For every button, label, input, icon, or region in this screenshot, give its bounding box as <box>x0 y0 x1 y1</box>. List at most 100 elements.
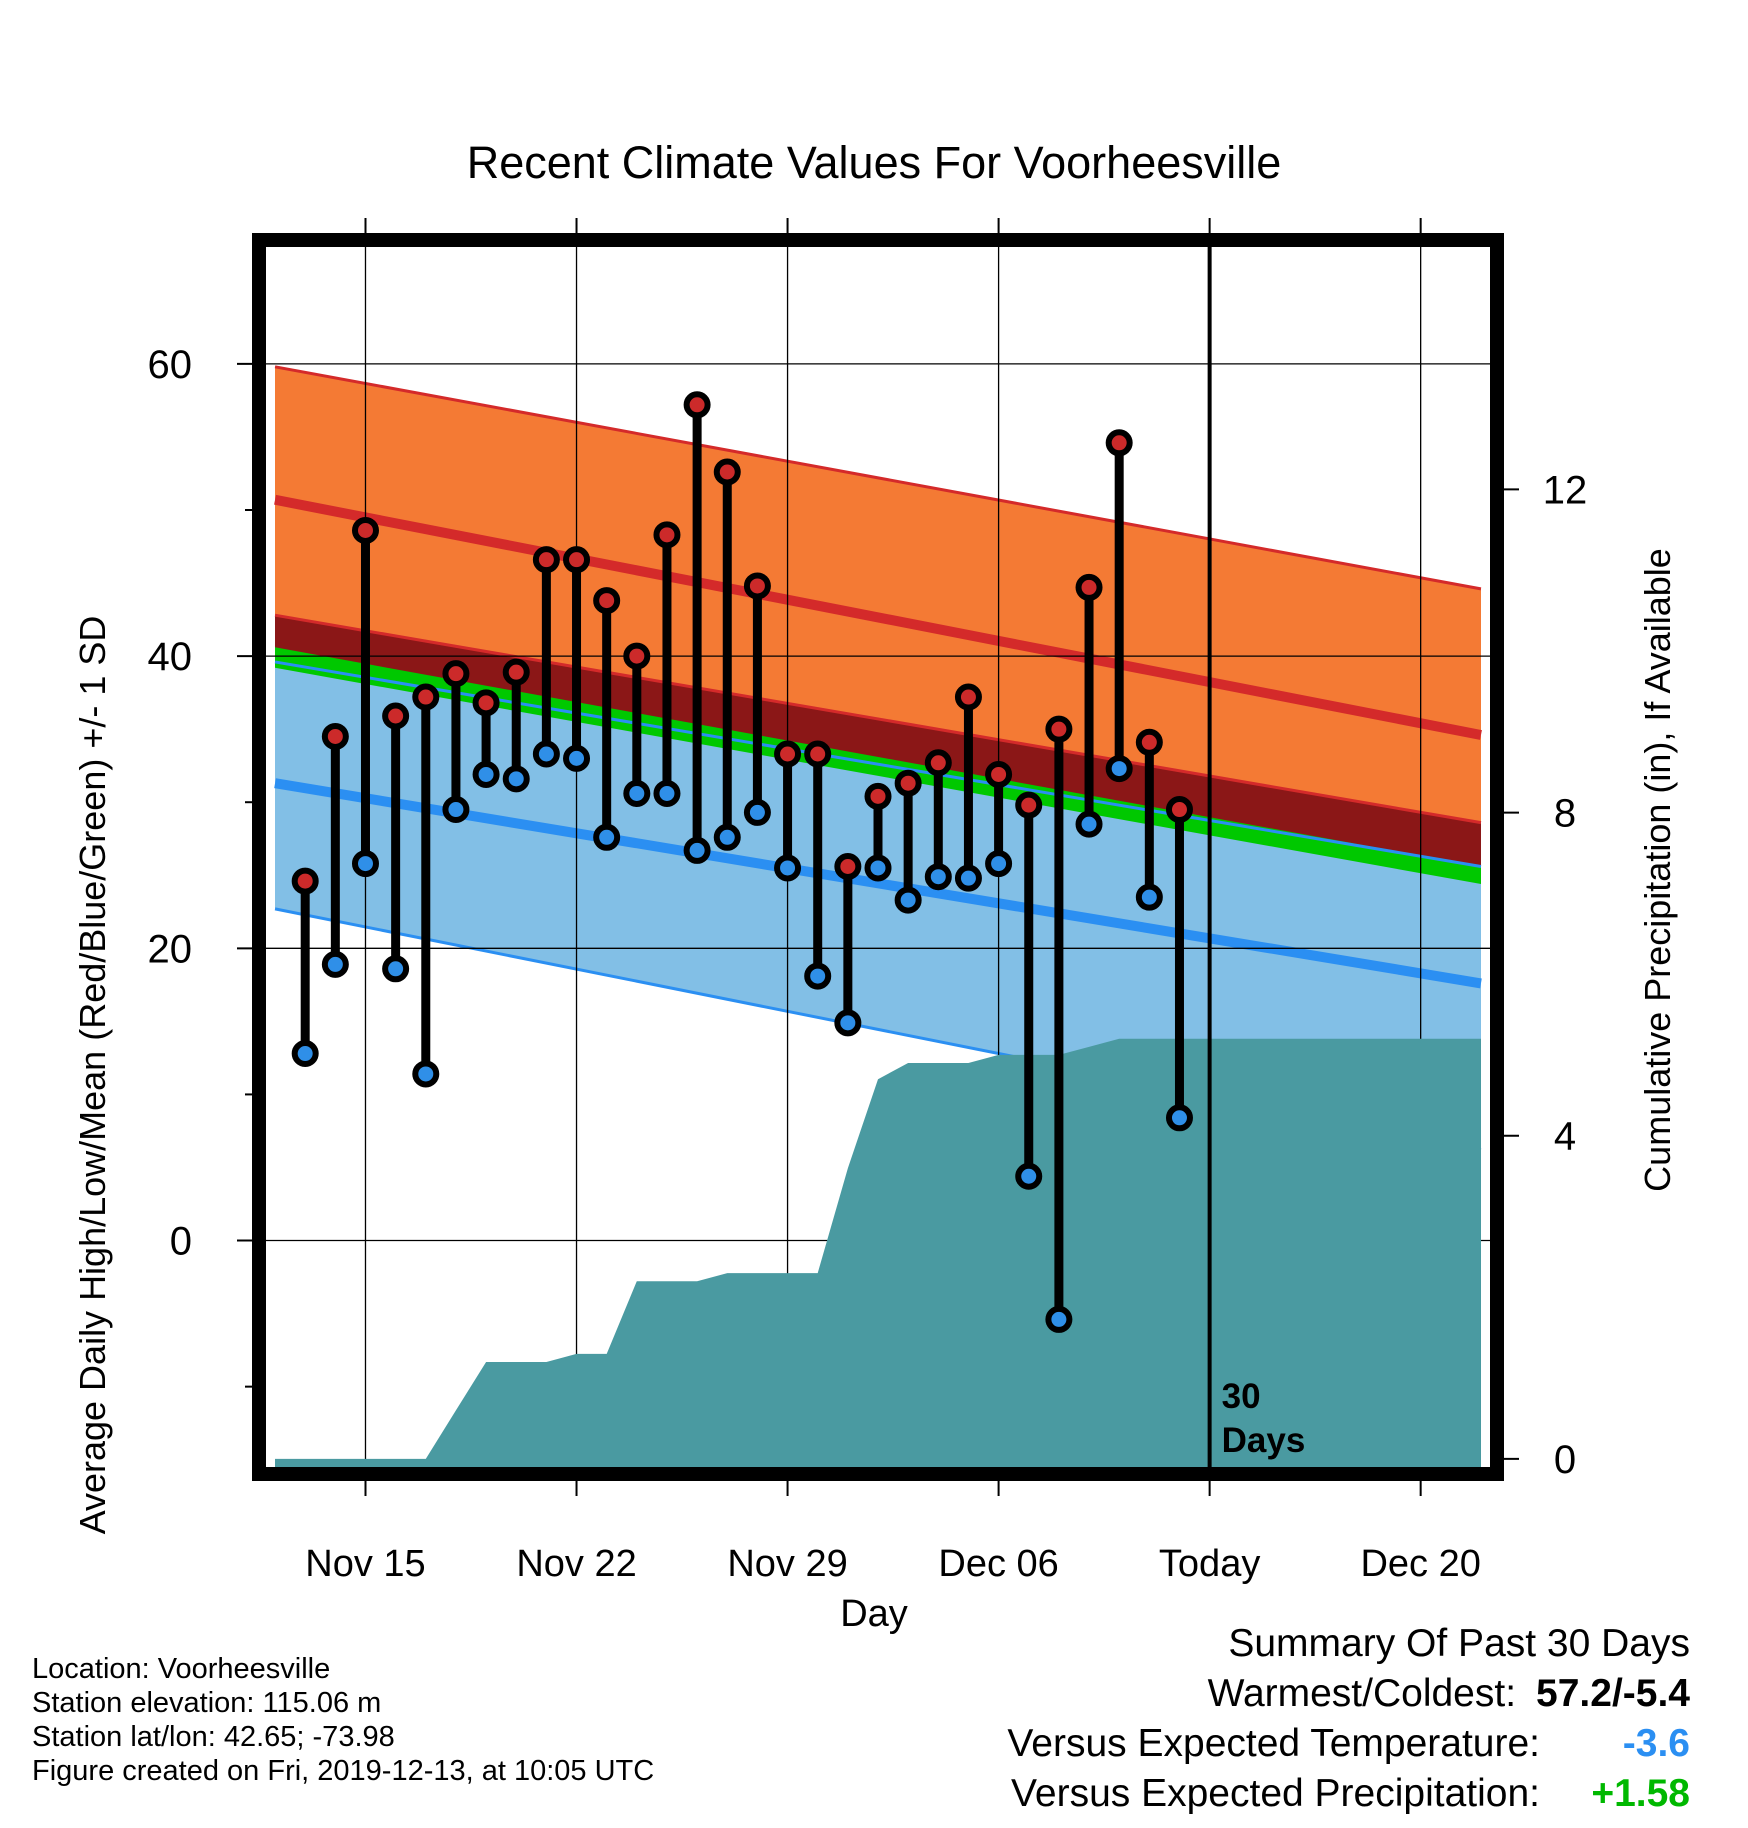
observed-temperatures <box>291 391 1193 1333</box>
y-tick-label: 0 <box>170 1220 192 1264</box>
observed-high-point <box>894 769 922 797</box>
summary-precip-label: Versus Expected Precipitation: <box>1011 1772 1540 1815</box>
observed-high-point <box>713 458 741 486</box>
observed-low-point <box>985 850 1013 878</box>
observed-high-point <box>804 740 832 768</box>
observed-low-point <box>774 854 802 882</box>
summary-warmest-label: Warmest/Coldest: <box>1207 1672 1517 1715</box>
plot-frame <box>252 233 1504 1481</box>
observed-low-point <box>713 823 741 851</box>
observed-low-point <box>954 864 982 892</box>
observed-low-point <box>1015 1162 1043 1190</box>
observed-high-point <box>412 683 440 711</box>
observed-low-point <box>412 1060 440 1088</box>
observed-low-point <box>653 779 681 807</box>
y-tick-label: 60 <box>148 343 193 387</box>
observed-low-point <box>623 779 651 807</box>
observed-high-point <box>743 572 771 600</box>
summary-temp-value: -3.6 <box>1622 1722 1690 1765</box>
observed-high-point <box>1105 429 1133 457</box>
observed-low-point <box>291 1040 319 1068</box>
observed-high-point <box>291 867 319 895</box>
summary-temp-row: Versus Expected Temperature: -3.6 <box>1007 1722 1690 1766</box>
precip-fill <box>275 1038 1481 1467</box>
x-tick-label: Nov 15 <box>305 1543 425 1585</box>
high-minus-sd-line <box>274 613 1482 825</box>
observed-low-point <box>1105 755 1133 783</box>
y-tick-label: 40 <box>148 635 193 679</box>
today-marker: 30 Days <box>1207 247 1306 1467</box>
footer-info: Location: Voorheesville Station elevatio… <box>32 1652 654 1788</box>
observed-low-point <box>1075 810 1103 838</box>
observed-high-point <box>1045 715 1073 743</box>
observed-high-point <box>864 782 892 810</box>
y2-tick-label: 12 <box>1543 468 1588 512</box>
summary-title: Summary Of Past 30 Days <box>1228 1622 1690 1665</box>
observed-low-point <box>1045 1305 1073 1333</box>
observed-low-point <box>532 740 560 768</box>
low-mean-line <box>274 778 1482 989</box>
x-tick-label: Today <box>1159 1543 1260 1585</box>
today-label-bottom: Days <box>1222 1421 1306 1460</box>
y2-tick-label: 0 <box>1554 1438 1576 1482</box>
observed-low-point <box>321 950 349 978</box>
y2-tick-label: 4 <box>1554 1115 1576 1159</box>
observed-high-point <box>532 546 560 574</box>
y-axis-label: Average Daily High/Low/Mean (Red/Blue/Gr… <box>72 616 113 1535</box>
observed-low-point <box>1165 1104 1193 1132</box>
footer-location: Location: Voorheesville <box>32 1653 331 1685</box>
observed-high-point <box>351 516 379 544</box>
observed-low-point <box>472 760 500 788</box>
observed-high-point <box>321 722 349 750</box>
observed-low-point <box>834 1009 862 1037</box>
observed-high-point <box>683 391 711 419</box>
observed-high-point <box>924 749 952 777</box>
observed-high-point <box>1015 791 1043 819</box>
axes: Nov 15 Nov 22 Nov 29 Dec 06 Today Dec 2002040… <box>148 218 1588 1585</box>
observed-high-point <box>593 587 621 615</box>
observed-low-point <box>382 955 410 983</box>
x-axis-label: Day <box>840 1593 908 1635</box>
footer-created: Figure created on Fri, 2019-12-13, at 10… <box>32 1755 655 1787</box>
observed-low-point <box>743 798 771 826</box>
observed-high-point <box>382 702 410 730</box>
y-tick-label: 20 <box>148 927 193 971</box>
x-tick-label: Dec 20 <box>1360 1543 1480 1585</box>
y2-axis-label: Cumulative Precipitation (in), If Availa… <box>1637 548 1678 1192</box>
observed-high-point <box>1075 573 1103 601</box>
observed-low-point <box>442 796 470 824</box>
observed-high-point <box>653 521 681 549</box>
x-tick-label: Nov 22 <box>516 1543 636 1585</box>
x-tick-label: Dec 06 <box>938 1543 1058 1585</box>
observed-high-point <box>1135 728 1163 756</box>
summary-precip-value: +1.58 <box>1591 1772 1690 1815</box>
observed-low-point <box>1135 883 1163 911</box>
summary-temp-label: Versus Expected Temperature: <box>1007 1722 1540 1765</box>
observed-high-point <box>954 683 982 711</box>
observed-high-point <box>502 658 530 686</box>
observed-high-point <box>563 546 591 574</box>
footer-elevation: Station elevation: 115.06 m <box>32 1687 382 1719</box>
observed-low-point <box>563 744 591 772</box>
observed-high-point <box>985 760 1013 788</box>
high-plus-sd-line <box>274 365 1482 591</box>
observed-low-point <box>683 836 711 864</box>
footer-latlon: Station lat/lon: 42.65; -73.98 <box>32 1721 395 1753</box>
x-tick-label: Nov 29 <box>727 1543 847 1585</box>
observed-high-point <box>442 660 470 688</box>
observed-high-point <box>774 740 802 768</box>
summary-warmest-row: Warmest/Coldest: 57.2/-5.4 <box>1208 1672 1690 1716</box>
high-mean-line <box>274 494 1482 740</box>
summary-warmest-value: 57.2/-5.4 <box>1536 1672 1690 1715</box>
observed-low-point <box>894 886 922 914</box>
today-label-top: 30 <box>1222 1377 1261 1416</box>
observed-low-point <box>804 962 832 990</box>
observed-low-point <box>593 823 621 851</box>
observed-low-point <box>351 850 379 878</box>
y2-tick-label: 8 <box>1554 792 1576 836</box>
summary-precip-row: Versus Expected Precipitation: +1.58 <box>1011 1772 1690 1816</box>
chart-title: Recent Climate Values For Voorheesville <box>467 137 1282 188</box>
precipitation-area <box>275 1038 1481 1467</box>
observed-low-point <box>864 854 892 882</box>
